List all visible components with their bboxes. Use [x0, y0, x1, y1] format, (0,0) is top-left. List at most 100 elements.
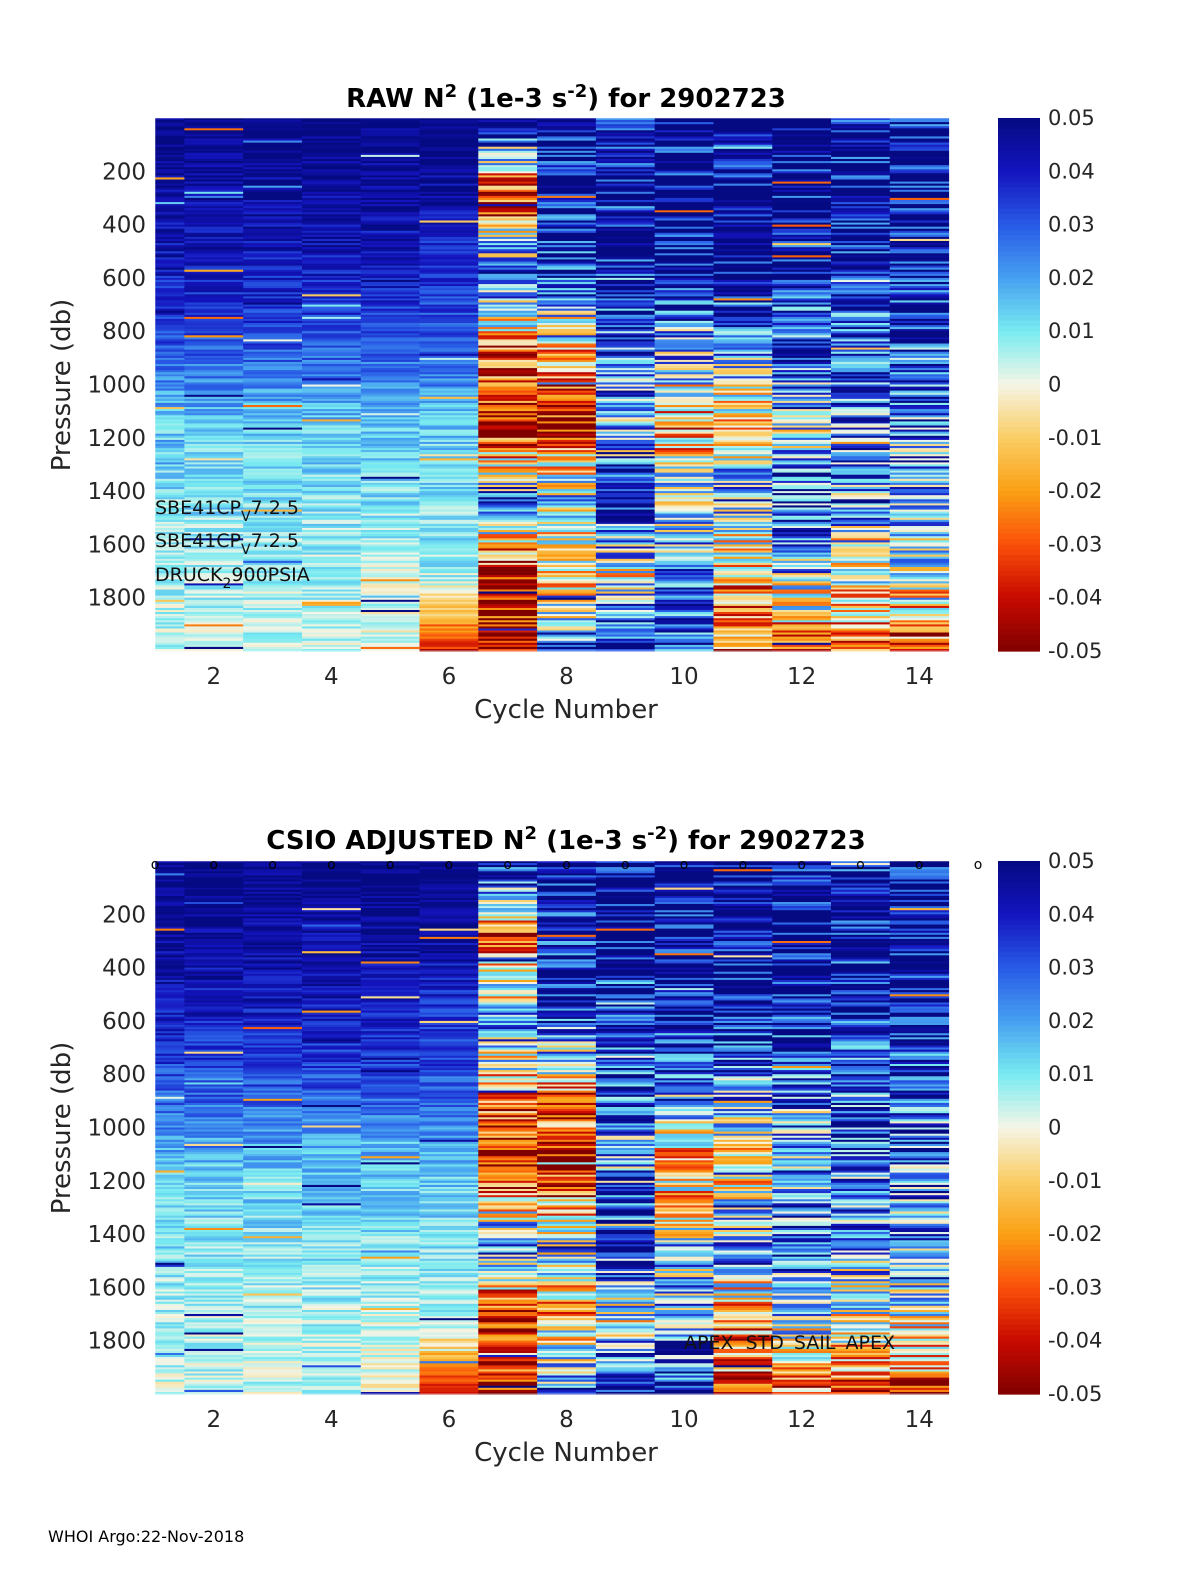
heatmap-cell — [302, 191, 362, 195]
heatmap-cell — [419, 392, 479, 396]
heatmap-cell — [654, 333, 714, 336]
heatmap-cell — [184, 1289, 244, 1293]
heatmap-cell — [155, 581, 185, 584]
heatmap-cell — [889, 532, 950, 535]
heatmap-cell — [360, 1174, 421, 1178]
heatmap-cell — [302, 218, 362, 222]
heatmap-cell — [155, 967, 185, 971]
colorbar-segment — [998, 277, 1040, 284]
heatmap-cell — [654, 538, 714, 541]
heatmap-cell — [184, 1135, 244, 1139]
heatmap-cell — [184, 509, 244, 513]
heatmap-cell — [478, 644, 538, 648]
heatmap-cell — [302, 642, 362, 646]
heatmap-cell — [243, 534, 303, 537]
heatmap-cell — [155, 388, 185, 392]
heatmap-cell — [184, 924, 244, 928]
heatmap-cell — [155, 212, 185, 215]
heatmap-cell — [360, 540, 421, 543]
heatmap-cell — [243, 1367, 303, 1370]
heatmap-cell — [243, 953, 303, 956]
heatmap-cell — [537, 122, 597, 125]
heatmap-cell — [155, 649, 185, 652]
heatmap-cell — [155, 318, 185, 322]
heatmap-cell — [155, 863, 185, 866]
heatmap-cell — [360, 941, 421, 944]
heatmap-cell — [831, 548, 891, 552]
heatmap-cell — [360, 384, 421, 388]
colorbar-segment — [998, 389, 1040, 396]
heatmap-cell — [889, 489, 950, 492]
heatmap-cell — [184, 938, 244, 942]
heatmap-cell — [831, 238, 891, 242]
heatmap-cell — [360, 263, 421, 267]
heatmap-cell — [772, 339, 832, 343]
heatmap-cell — [184, 228, 244, 232]
heatmap-cell — [243, 495, 303, 498]
heatmap-cell — [654, 140, 714, 144]
heatmap-cell — [302, 316, 362, 320]
heatmap-cell — [243, 1029, 303, 1032]
heatmap-cell — [654, 216, 714, 220]
heatmap-cell — [155, 1074, 185, 1077]
heatmap-cell — [772, 220, 832, 224]
heatmap-cell — [155, 167, 185, 170]
x-tick-label: 2 — [206, 664, 221, 690]
heatmap-cell — [302, 245, 362, 248]
heatmap-cell — [419, 210, 479, 213]
heatmap-cell — [184, 1178, 244, 1182]
heatmap-cell — [155, 183, 185, 187]
heatmap-cell — [654, 591, 714, 595]
heatmap-cell — [537, 353, 597, 357]
heatmap-cell — [302, 1039, 362, 1042]
heatmap-cell — [302, 1002, 362, 1006]
heatmap-cell — [478, 458, 538, 461]
heatmap-cell — [595, 136, 656, 140]
heatmap-cell — [419, 171, 479, 174]
heatmap-cell — [184, 967, 244, 971]
heatmap-cell — [595, 282, 656, 285]
heatmap-cell — [478, 308, 538, 312]
heatmap-cell — [831, 630, 891, 634]
heatmap-cell — [302, 255, 362, 258]
heatmap-cell — [302, 142, 362, 146]
heatmap-cell — [360, 546, 421, 550]
heatmap-cell — [831, 150, 891, 154]
heatmap-cell — [302, 1191, 362, 1194]
heatmap-cell — [302, 538, 362, 541]
heatmap-cell — [184, 906, 244, 909]
heatmap-cell — [419, 636, 479, 640]
heatmap-cell — [537, 130, 597, 133]
heatmap-cell — [155, 1197, 185, 1200]
heatmap-cell — [595, 351, 656, 355]
heatmap-cell — [360, 1014, 421, 1018]
heatmap-cell — [302, 998, 362, 1002]
heatmap-cell — [772, 509, 832, 513]
colorbar-segment — [998, 608, 1040, 615]
heatmap-cell — [360, 349, 421, 353]
heatmap-cell — [302, 511, 362, 515]
heatmap-cell — [243, 427, 303, 431]
heatmap-cell — [772, 620, 832, 623]
heatmap-cell — [302, 951, 362, 954]
heatmap-cell — [155, 1318, 185, 1321]
heatmap-cell — [243, 1305, 303, 1309]
heatmap-cell — [302, 1033, 362, 1036]
heatmap-cell — [713, 359, 773, 363]
heatmap-cell — [243, 1207, 303, 1211]
heatmap-cell — [772, 212, 832, 215]
heatmap-cell — [302, 226, 362, 230]
heatmap-cell — [302, 1020, 362, 1024]
heatmap-cell — [243, 1178, 303, 1182]
heatmap-cell — [184, 1131, 244, 1135]
heatmap-cell — [243, 245, 303, 248]
heatmap-cell — [831, 567, 891, 570]
heatmap-cell — [360, 593, 421, 597]
heatmap-cell — [419, 302, 479, 306]
heatmap-cell — [360, 171, 421, 174]
heatmap-cell — [419, 386, 479, 390]
heatmap-cell — [713, 253, 773, 256]
heatmap-cell — [184, 593, 244, 597]
heatmap-cell — [713, 540, 773, 543]
heatmap-cell — [184, 349, 244, 353]
